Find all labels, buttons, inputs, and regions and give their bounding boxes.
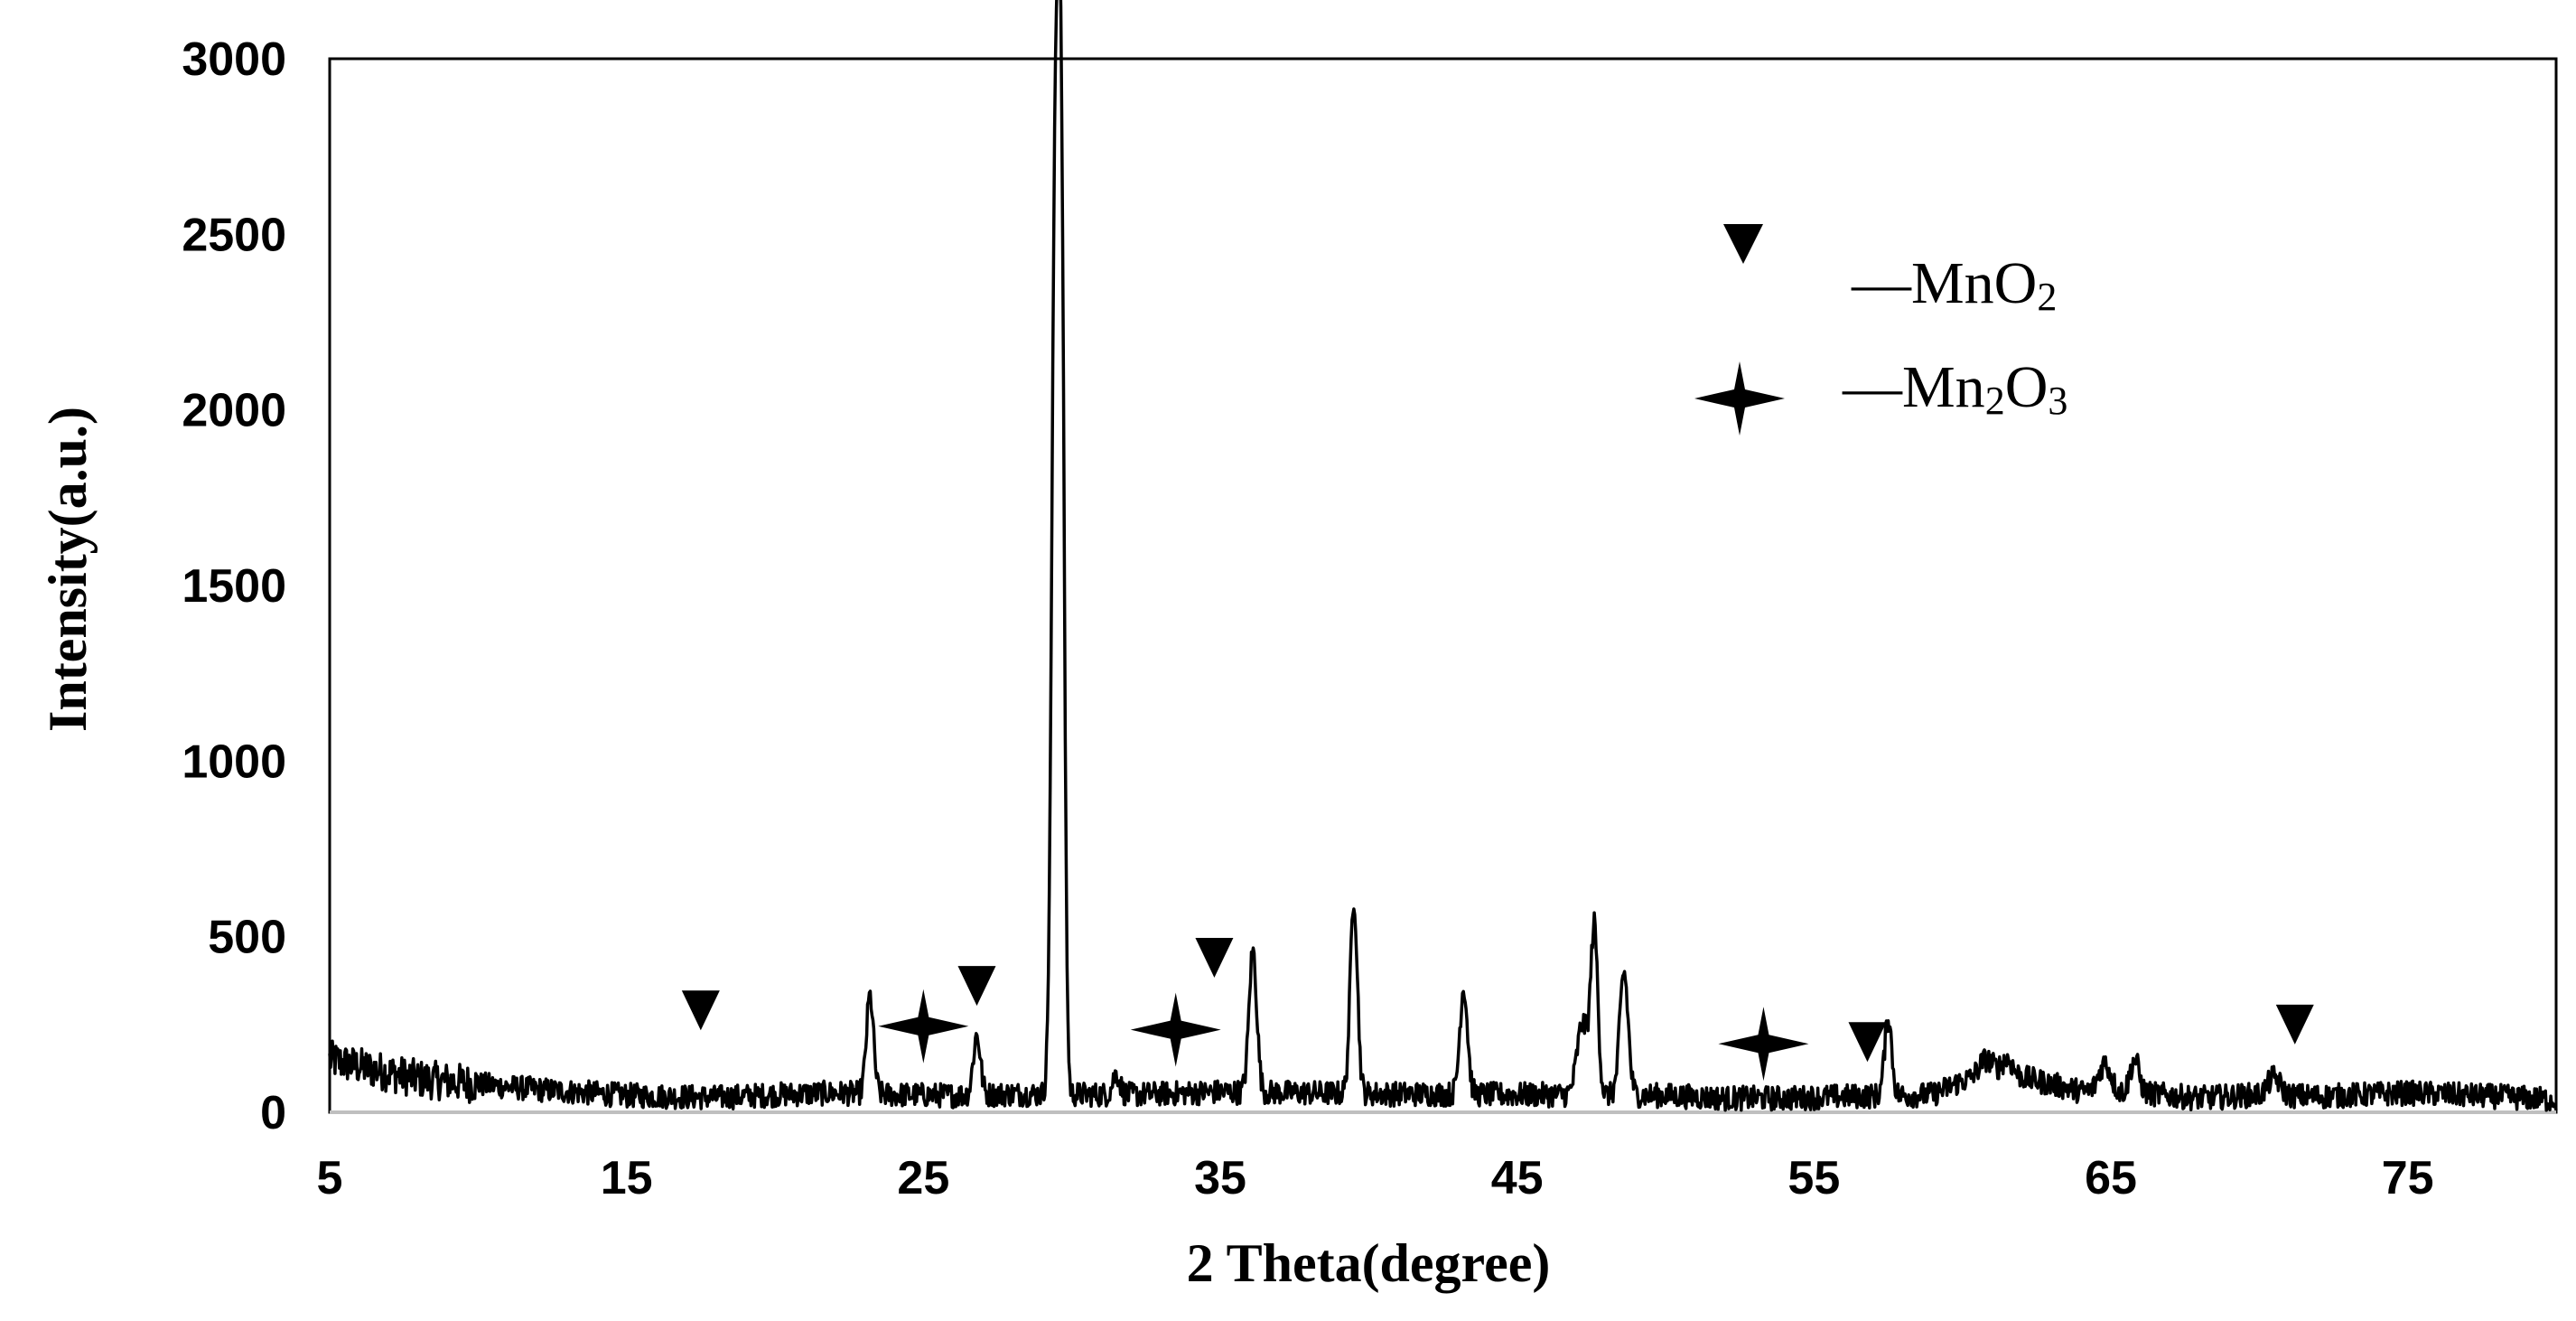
x-tick-label: 75	[2382, 1152, 2434, 1204]
plot-area-frame	[328, 57, 2558, 1114]
y-tick-label: 1500	[182, 560, 286, 613]
mno2-marker	[957, 966, 996, 1007]
x-tick-label: 35	[1194, 1152, 1246, 1204]
mno2-marker	[1848, 1022, 1887, 1063]
x-tick-label: 5	[317, 1152, 343, 1204]
legend-mn2o3-label: —Mn2O3	[1842, 354, 2067, 423]
x-tick-label: 25	[897, 1152, 949, 1204]
y-axis-title: Intensity(a.u.)	[38, 407, 98, 732]
mno2-marker	[681, 990, 720, 1031]
mno2-marker	[1195, 937, 1234, 978]
x-tick-label: 15	[601, 1152, 653, 1204]
x-axis-title: 2 Theta(degree)	[1187, 1233, 1551, 1293]
mn2o3-marker	[878, 988, 969, 1063]
y-tick-label: 3000	[182, 33, 286, 86]
x-tick-label: 55	[1787, 1152, 1840, 1204]
x-tick-label: 65	[2085, 1152, 2137, 1204]
legend-mno2-marker	[1723, 224, 1763, 264]
x-axis-ticks: 5 15 25 35 45 55 65 75	[317, 1152, 2434, 1204]
phase-markers	[681, 937, 2314, 1082]
mn2o3-marker	[1718, 1007, 1809, 1082]
x-tick-label: 45	[1491, 1152, 1544, 1204]
y-axis-ticks: 0 500 1000 1500 2000 2500 3000	[182, 33, 286, 1139]
xrd-series-line	[328, 0, 2558, 1112]
y-tick-label: 0	[260, 1087, 286, 1139]
mno2-marker	[2275, 1004, 2314, 1045]
y-tick-label: 500	[208, 912, 286, 964]
y-tick-label: 1000	[182, 735, 286, 788]
y-tick-label: 2500	[182, 209, 286, 261]
y-tick-label: 2000	[182, 385, 286, 437]
mn2o3-marker	[1130, 992, 1221, 1067]
legend-mn2o3-marker	[1694, 361, 1785, 436]
legend: —MnO2 —Mn2O3	[1694, 224, 2067, 436]
legend-mno2-label: —MnO2	[1851, 250, 2057, 319]
